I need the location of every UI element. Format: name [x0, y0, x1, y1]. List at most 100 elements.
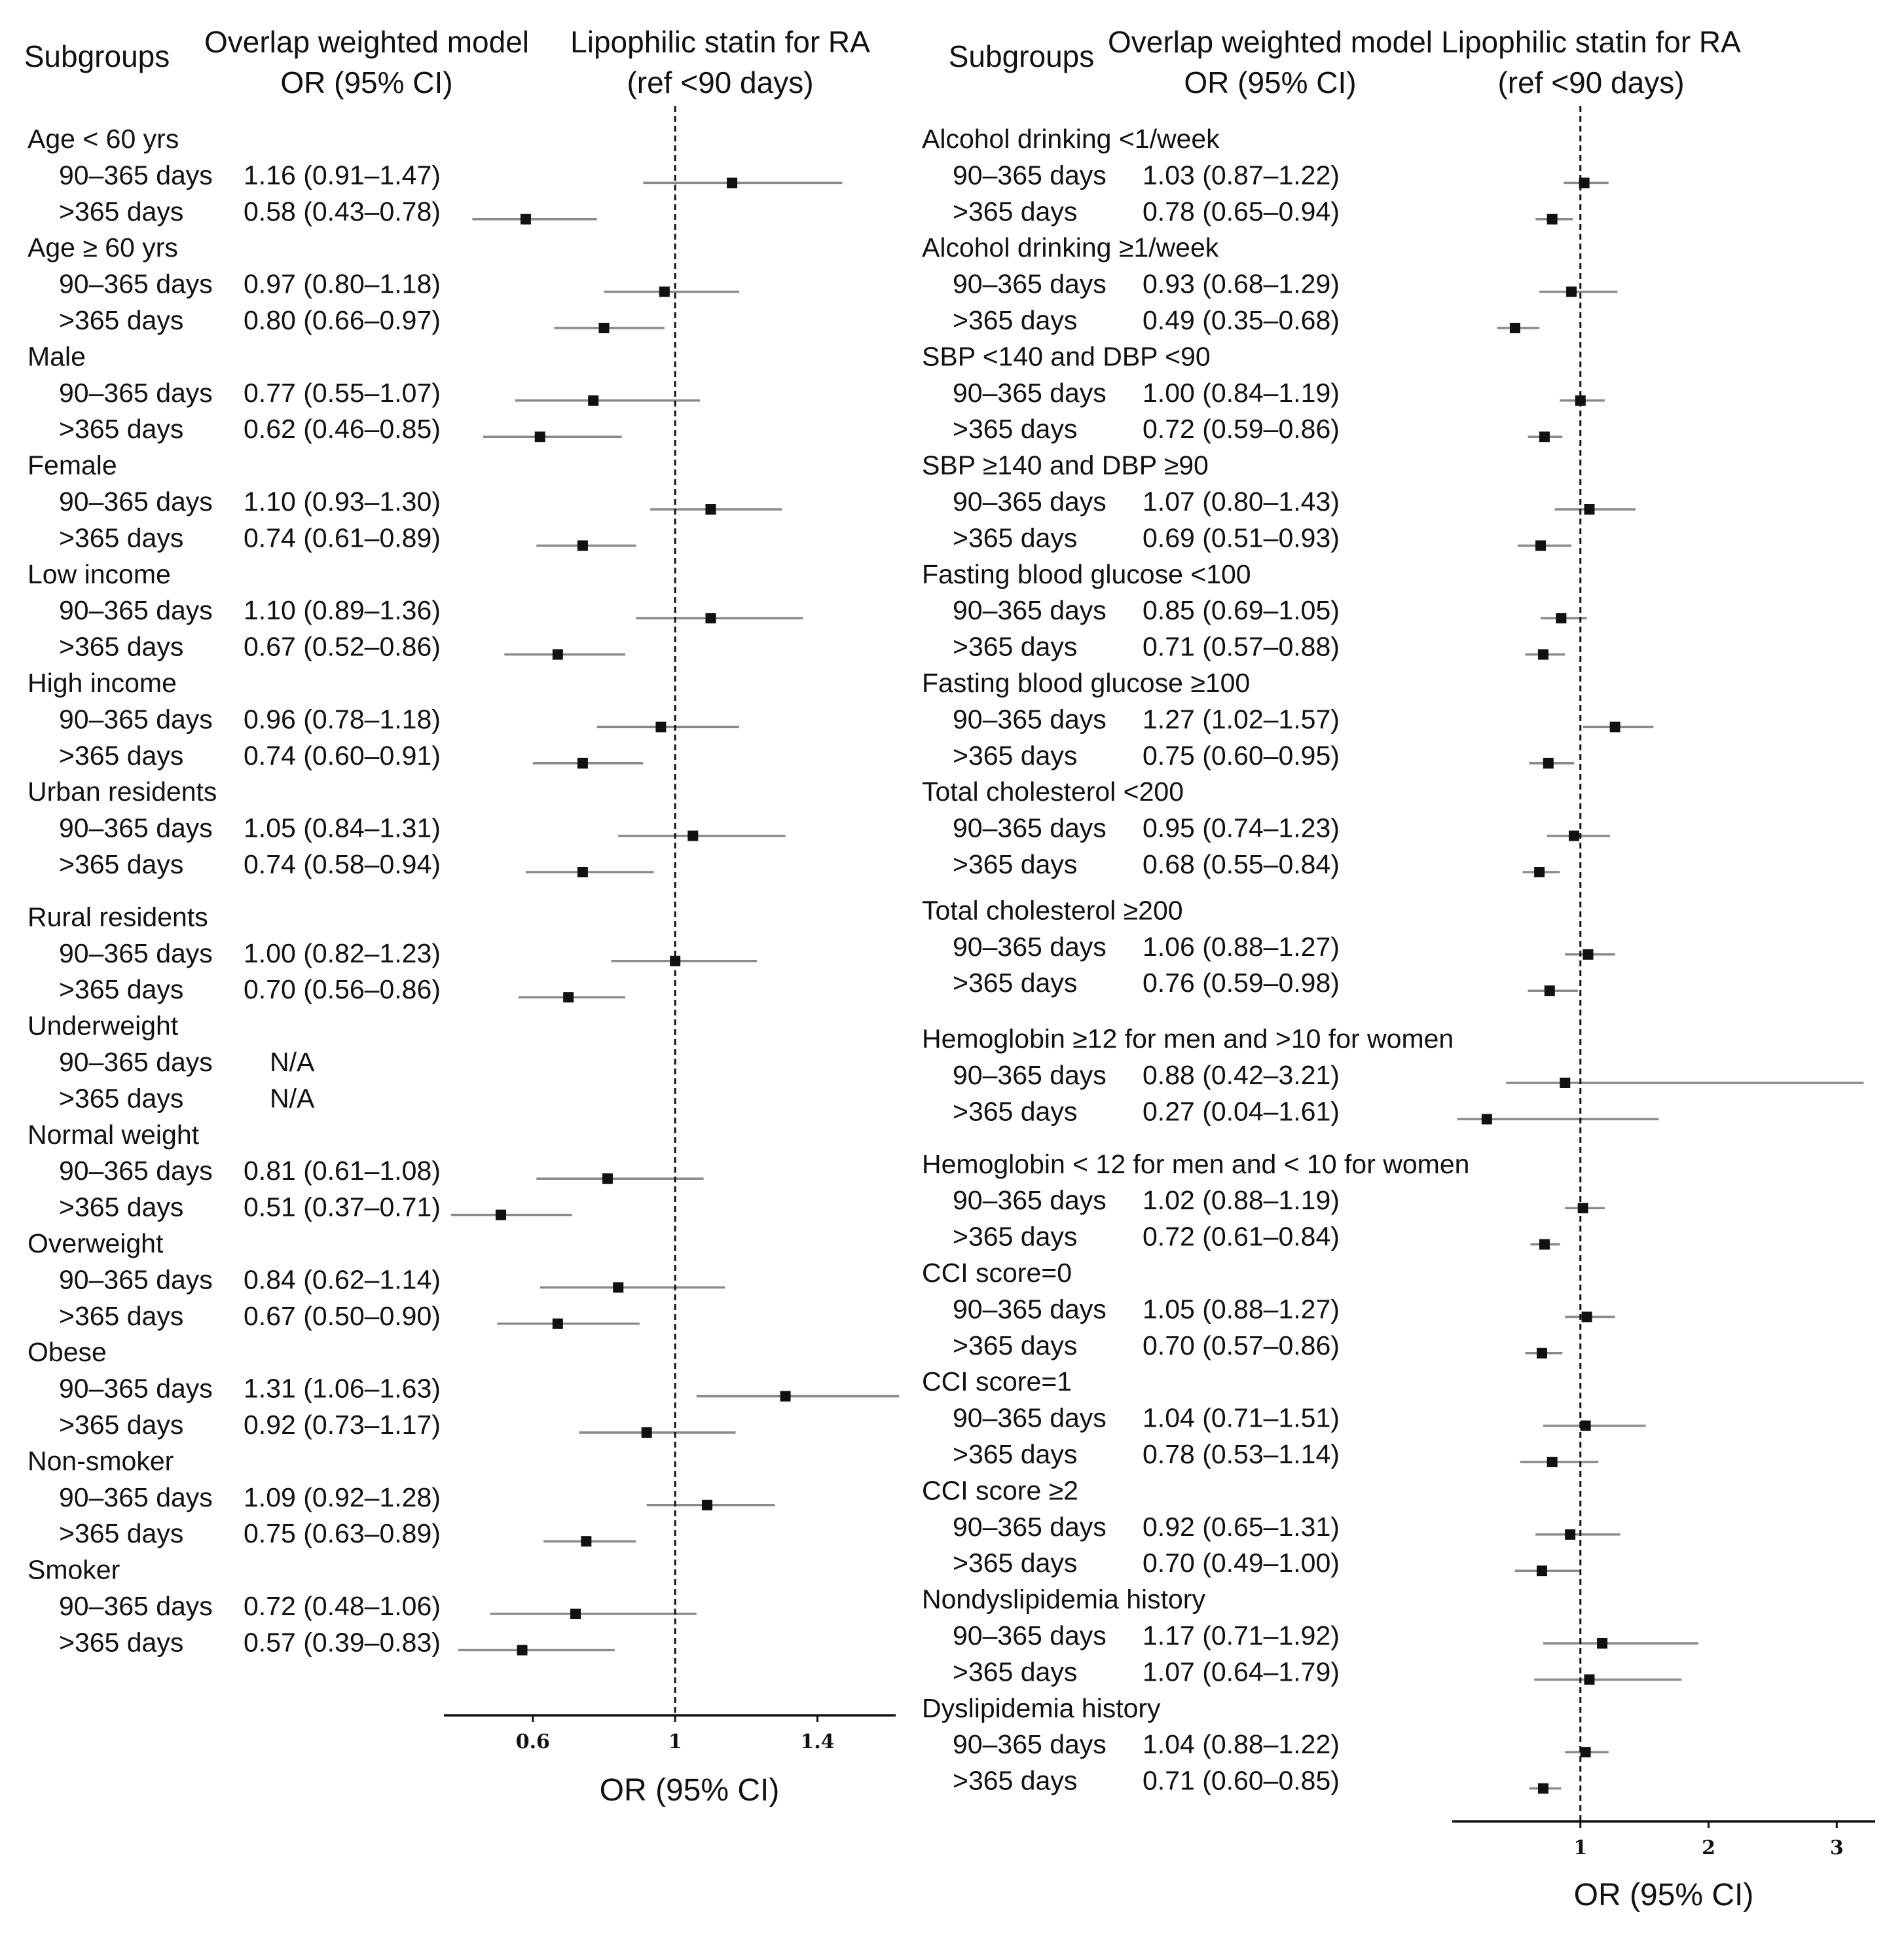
left-row-label: >365 days [59, 196, 183, 227]
left-plot-header-line2: (ref <90 days) [627, 65, 813, 100]
right-row-or-text: 0.70 (0.57–0.86) [1143, 1330, 1340, 1361]
right-row-label: 90–365 days [953, 1403, 1107, 1433]
left-row-label: 90–365 days [59, 813, 213, 843]
right-point-estimate [1547, 213, 1558, 225]
left-point-estimate [705, 613, 716, 624]
right-row-or-text: 1.06 (0.88–1.27) [1143, 932, 1340, 962]
right-row-label: >365 days [953, 849, 1077, 879]
left-row-or-text: 1.09 (0.92–1.28) [244, 1482, 441, 1512]
right-point-estimate [1584, 504, 1595, 515]
right-x-axis-label: OR (95% CI) [1574, 1878, 1754, 1912]
right-row-or-text: 1.00 (0.84–1.19) [1143, 378, 1340, 408]
left-row-or-text: 0.80 (0.66–0.97) [244, 305, 441, 335]
right-group-label-cci-score-1: CCI score=1 [922, 1366, 1072, 1397]
right-x-tick-label: 1 [1573, 1836, 1587, 1859]
left-group-label-normal-weight: Normal weight [27, 1120, 200, 1150]
left-row-label: 90–365 days [59, 704, 213, 734]
right-row-or-text: 0.92 (0.65–1.31) [1143, 1512, 1340, 1542]
left-row-label: 90–365 days [59, 1482, 213, 1512]
right-row-or-text: 0.72 (0.59–0.86) [1143, 414, 1340, 444]
right-row-or-text: 1.04 (0.88–1.22) [1143, 1729, 1340, 1759]
right-point-estimate [1565, 1529, 1576, 1540]
left-point-estimate [727, 177, 738, 189]
right-row-label: >365 days [953, 968, 1077, 998]
right-point-estimate [1566, 286, 1577, 297]
right-row-label: 90–365 days [953, 269, 1107, 299]
right-group-label-alcohol-drinking-1-week: Alcohol drinking <1/week [922, 124, 1220, 154]
left-point-estimate [702, 1499, 713, 1510]
left-row-label: 90–365 days [59, 486, 213, 517]
right-point-estimate [1509, 323, 1520, 333]
left-point-estimate [495, 1209, 506, 1220]
right-point-estimate [1581, 1311, 1592, 1323]
right-row-label: 90–365 days [953, 486, 1107, 517]
left-model-header-line1: Overlap weighted model [204, 25, 529, 59]
right-row-or-text: 1.07 (0.64–1.79) [1143, 1656, 1340, 1687]
right-point-estimate [1568, 830, 1579, 841]
right-row-or-text: 1.04 (0.71–1.51) [1143, 1403, 1340, 1433]
right-row-label: >365 days [953, 632, 1077, 662]
left-row-or-text: 0.74 (0.61–0.89) [244, 522, 441, 553]
left-model-header-line2: OR (95% CI) [280, 65, 452, 100]
left-point-estimate [581, 1536, 592, 1547]
left-row-label: >365 days [59, 849, 183, 879]
right-row-label: >365 days [953, 1330, 1077, 1361]
left-group-label-obese: Obese [27, 1337, 107, 1367]
right-row-label: >365 days [953, 1656, 1077, 1687]
left-row-label: >365 days [59, 632, 183, 662]
right-row-or-text: 1.03 (0.87–1.22) [1143, 160, 1340, 190]
left-row-label: >365 days [59, 1518, 183, 1548]
left-row-or-text: 0.96 (0.78–1.18) [244, 704, 441, 734]
left-row-label: >365 days [59, 740, 183, 771]
right-point-estimate [1537, 649, 1548, 660]
right-row-label: 90–365 days [953, 1620, 1107, 1651]
right-row-or-text: 0.78 (0.65–0.94) [1143, 196, 1340, 227]
left-group-label-high-income: High income [27, 668, 177, 698]
left-plot-header-line1: Lipophilic statin for RA [570, 25, 870, 59]
left-row-label: 90–365 days [59, 160, 213, 190]
right-group-label-dyslipidemia-history: Dyslipidemia history [922, 1693, 1161, 1723]
left-point-estimate [598, 323, 610, 333]
right-row-label: 90–365 days [953, 1185, 1107, 1215]
right-row-label: >365 days [953, 1096, 1077, 1126]
left-row-label: >365 days [59, 305, 183, 335]
left-row-or-text: 0.84 (0.62–1.14) [244, 1264, 441, 1294]
right-row-label: 90–365 days [953, 1060, 1107, 1090]
left-row-label: >365 days [59, 1410, 183, 1440]
left-row-or-text: 1.05 (0.84–1.31) [244, 813, 441, 843]
right-group-label-total-cholesterol-200: Total cholesterol <200 [922, 776, 1184, 807]
right-point-estimate [1534, 867, 1545, 877]
left-row-or-text: 0.70 (0.56–0.86) [244, 974, 441, 1004]
left-row-or-text: 0.77 (0.55–1.07) [244, 378, 441, 408]
right-point-estimate [1584, 1674, 1595, 1685]
left-point-estimate [655, 721, 667, 733]
right-row-label: >365 days [953, 1439, 1077, 1469]
right-row-label: >365 days [953, 196, 1077, 227]
right-model-header-line2: OR (95% CI) [1184, 65, 1356, 100]
right-row-label: 90–365 days [953, 595, 1107, 625]
right-point-estimate [1556, 613, 1567, 624]
right-row-label: >365 days [953, 740, 1077, 771]
left-x-tick-label: 1 [668, 1730, 682, 1753]
left-row-label: 90–365 days [59, 1264, 213, 1294]
right-point-estimate [1597, 1638, 1608, 1649]
left-row-label: >365 days [59, 1083, 183, 1113]
right-point-estimate [1537, 1565, 1548, 1577]
right-row-label: 90–365 days [953, 704, 1107, 734]
left-point-estimate [563, 992, 574, 1003]
right-point-estimate [1543, 758, 1554, 769]
right-row-or-text: 0.76 (0.59–0.98) [1143, 968, 1340, 998]
left-forest-panel: Age < 60 yrs 90–365 days 1.16 (0.91–1.47) >… [27, 106, 900, 1808]
left-row-or-text: 0.74 (0.58–0.94) [244, 849, 441, 879]
right-row-label: 90–365 days [953, 378, 1107, 408]
right-group-label-sbp-140-and-dbp-90: SBP ≥140 and DBP ≥90 [922, 450, 1209, 481]
left-row-or-text: 0.57 (0.39–0.83) [244, 1627, 441, 1657]
right-row-label: >365 days [953, 1766, 1077, 1796]
left-group-label-smoker: Smoker [27, 1555, 120, 1585]
left-row-or-text: N/A [270, 1047, 315, 1077]
left-x-axis-label: OR (95% CI) [600, 1773, 780, 1808]
left-group-label-rural-residents: Rural residents [27, 902, 208, 932]
left-row-label: >365 days [59, 522, 183, 553]
left-row-label: >365 days [59, 1301, 183, 1331]
